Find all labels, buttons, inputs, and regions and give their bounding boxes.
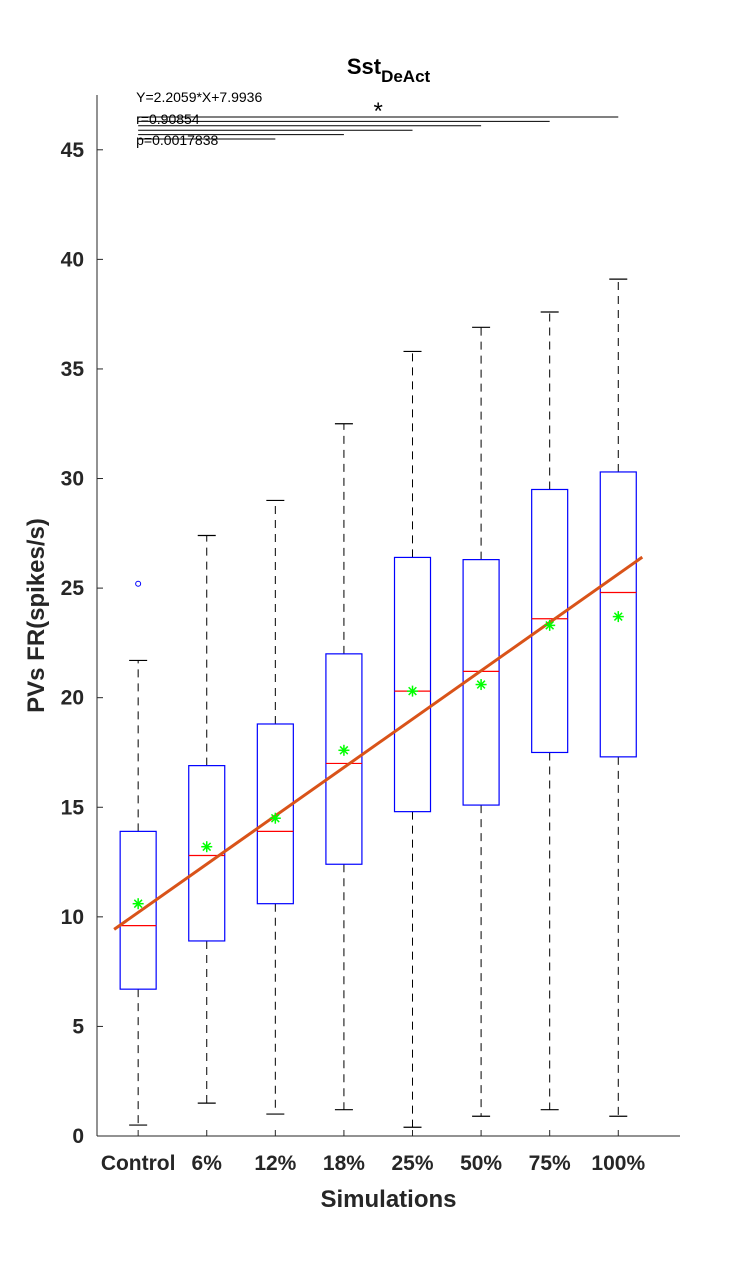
title-main: Sst xyxy=(347,54,382,79)
box-1 xyxy=(119,580,157,1126)
mean-marker xyxy=(475,679,487,691)
x-tick-label: 75% xyxy=(529,1152,571,1175)
box-7 xyxy=(531,311,569,1111)
svg-text:SstDeAct: SstDeAct xyxy=(347,54,431,86)
y-tick-label: 5 xyxy=(72,1015,84,1038)
y-tick-label: 0 xyxy=(72,1125,84,1148)
equation-text: Y=2.2059*X+7.9936 xyxy=(136,89,262,105)
y-tick-label: 45 xyxy=(61,139,85,162)
box-2 xyxy=(188,534,226,1104)
y-tick-label: 10 xyxy=(61,906,84,929)
mean-marker xyxy=(201,841,213,853)
box-6 xyxy=(462,326,500,1117)
iqr-box xyxy=(188,765,226,942)
box-3 xyxy=(256,499,294,1115)
iqr-box xyxy=(256,723,294,905)
x-tick-label: Control xyxy=(101,1152,176,1175)
plot-area xyxy=(113,278,644,1128)
iqr-box xyxy=(599,471,637,758)
iqr-box xyxy=(119,830,157,990)
mean-marker xyxy=(269,812,281,824)
x-tick-label: 100% xyxy=(591,1152,645,1175)
iqr-box xyxy=(325,653,363,865)
y-tick-label: 30 xyxy=(61,468,84,491)
box-5 xyxy=(393,350,432,1128)
box-4 xyxy=(325,423,363,1111)
r-value-text: r=0.90854 xyxy=(136,111,200,127)
mean-marker xyxy=(544,619,556,631)
y-tick-label: 15 xyxy=(61,796,85,819)
y-tick-label: 20 xyxy=(61,687,84,710)
y-tick-label: 25 xyxy=(61,577,85,600)
y-tick-label: 40 xyxy=(61,248,84,271)
title-subscript: DeAct xyxy=(381,67,430,86)
x-tick-label: 12% xyxy=(254,1152,296,1175)
x-tick-label: 6% xyxy=(192,1152,223,1175)
p-value-text: p=0.0017838 xyxy=(136,132,218,148)
chart-title: SstDeAct xyxy=(347,54,431,86)
axes: 0 5 10 15 20 25 30 35 40 45 Control 6% 12% 18% 25% 50% 7… xyxy=(61,95,680,1175)
x-tick-label: 18% xyxy=(323,1152,365,1175)
y-tick-label: 35 xyxy=(61,358,85,381)
significance-star: * xyxy=(374,98,383,125)
iqr-box xyxy=(393,556,432,813)
mean-marker xyxy=(407,685,419,697)
box-8 xyxy=(599,278,637,1117)
outlier-point xyxy=(135,580,142,587)
iqr-box xyxy=(531,488,569,754)
mean-marker xyxy=(338,744,350,756)
x-tick-label: 25% xyxy=(391,1152,433,1175)
regression-line xyxy=(113,555,644,931)
x-tick-label: 50% xyxy=(460,1152,502,1175)
mean-marker xyxy=(612,611,624,623)
y-axis-label: PVs FR(spikes/s) xyxy=(23,518,50,713)
x-axis-label: Simulations xyxy=(320,1186,456,1213)
significance-annotations: * Y=2.2059*X+7.9936 r=0.90854 p=0.0017838 xyxy=(136,89,619,148)
mean-marker xyxy=(132,898,144,910)
